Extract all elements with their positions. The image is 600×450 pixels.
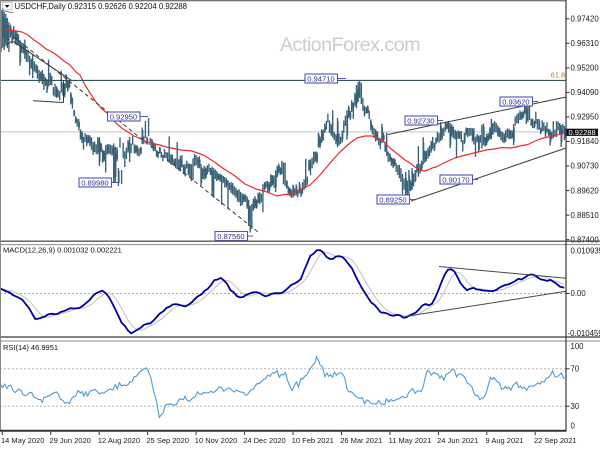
svg-text:0.96310: 0.96310 [571,39,600,48]
svg-text:61.8: 61.8 [551,71,565,80]
svg-text:0.93620: 0.93620 [502,97,529,106]
svg-text:ActionForex.com: ActionForex.com [280,34,420,56]
svg-text:14 May 2020: 14 May 2020 [1,436,44,445]
svg-text:30: 30 [571,402,580,411]
svg-text:22 Sep 2021: 22 Sep 2021 [534,436,577,445]
svg-text:0: 0 [571,422,576,431]
svg-text:0.89620: 0.89620 [571,186,600,195]
svg-text:70: 70 [571,365,580,374]
svg-text:24 Jun 2021: 24 Jun 2021 [437,436,478,445]
svg-text:0.94710: 0.94710 [307,74,334,83]
svg-text:0.92730: 0.92730 [407,116,434,125]
svg-text:USDCHF,Daily 0.92315 0.92626: USDCHF,Daily 0.92315 0.92626 0.92204 0.9… [15,2,188,11]
svg-text:25 Sep 2020: 25 Sep 2020 [146,436,189,445]
svg-text:0.92288: 0.92288 [569,128,596,137]
svg-text:26 Mar 2021: 26 Mar 2021 [340,436,382,445]
svg-text:0.89980: 0.89980 [81,178,108,187]
svg-text:11 May 2021: 11 May 2021 [389,436,432,445]
svg-text:0.00: 0.00 [571,289,587,298]
svg-text:100: 100 [571,342,585,351]
svg-text:0.90170: 0.90170 [442,175,469,184]
svg-text:-0.010459: -0.010459 [568,329,600,338]
svg-text:10 Nov 2020: 10 Nov 2020 [195,436,238,445]
svg-text:12 Aug 2020: 12 Aug 2020 [98,436,140,445]
svg-text:9 Aug 2021: 9 Aug 2021 [486,436,524,445]
svg-text:29 Jun 2020: 29 Jun 2020 [50,436,91,445]
svg-text:MACD(12,26,9) 0.001032 0.00222: MACD(12,26,9) 0.001032 0.002221 [3,246,122,255]
svg-text:0.91840: 0.91840 [571,137,600,146]
svg-text:0.94090: 0.94090 [571,88,600,97]
svg-text:0.95200: 0.95200 [571,64,600,73]
svg-text:0.92950: 0.92950 [571,113,600,122]
svg-text:0.92950: 0.92950 [110,112,137,121]
svg-text:24 Dec 2020: 24 Dec 2020 [243,436,286,445]
svg-text:RSI(14) 46.9951: RSI(14) 46.9951 [3,343,58,352]
svg-text:0.87560: 0.87560 [217,232,244,241]
svg-text:10 Feb 2021: 10 Feb 2021 [292,436,334,445]
svg-text:0.87400: 0.87400 [571,235,600,244]
svg-text:0.90730: 0.90730 [571,162,600,171]
svg-text:0.97420: 0.97420 [571,15,600,24]
svg-text:0.88510: 0.88510 [571,211,600,220]
svg-text:0.010935: 0.010935 [571,246,600,255]
svg-text:0.89250: 0.89250 [379,195,406,204]
